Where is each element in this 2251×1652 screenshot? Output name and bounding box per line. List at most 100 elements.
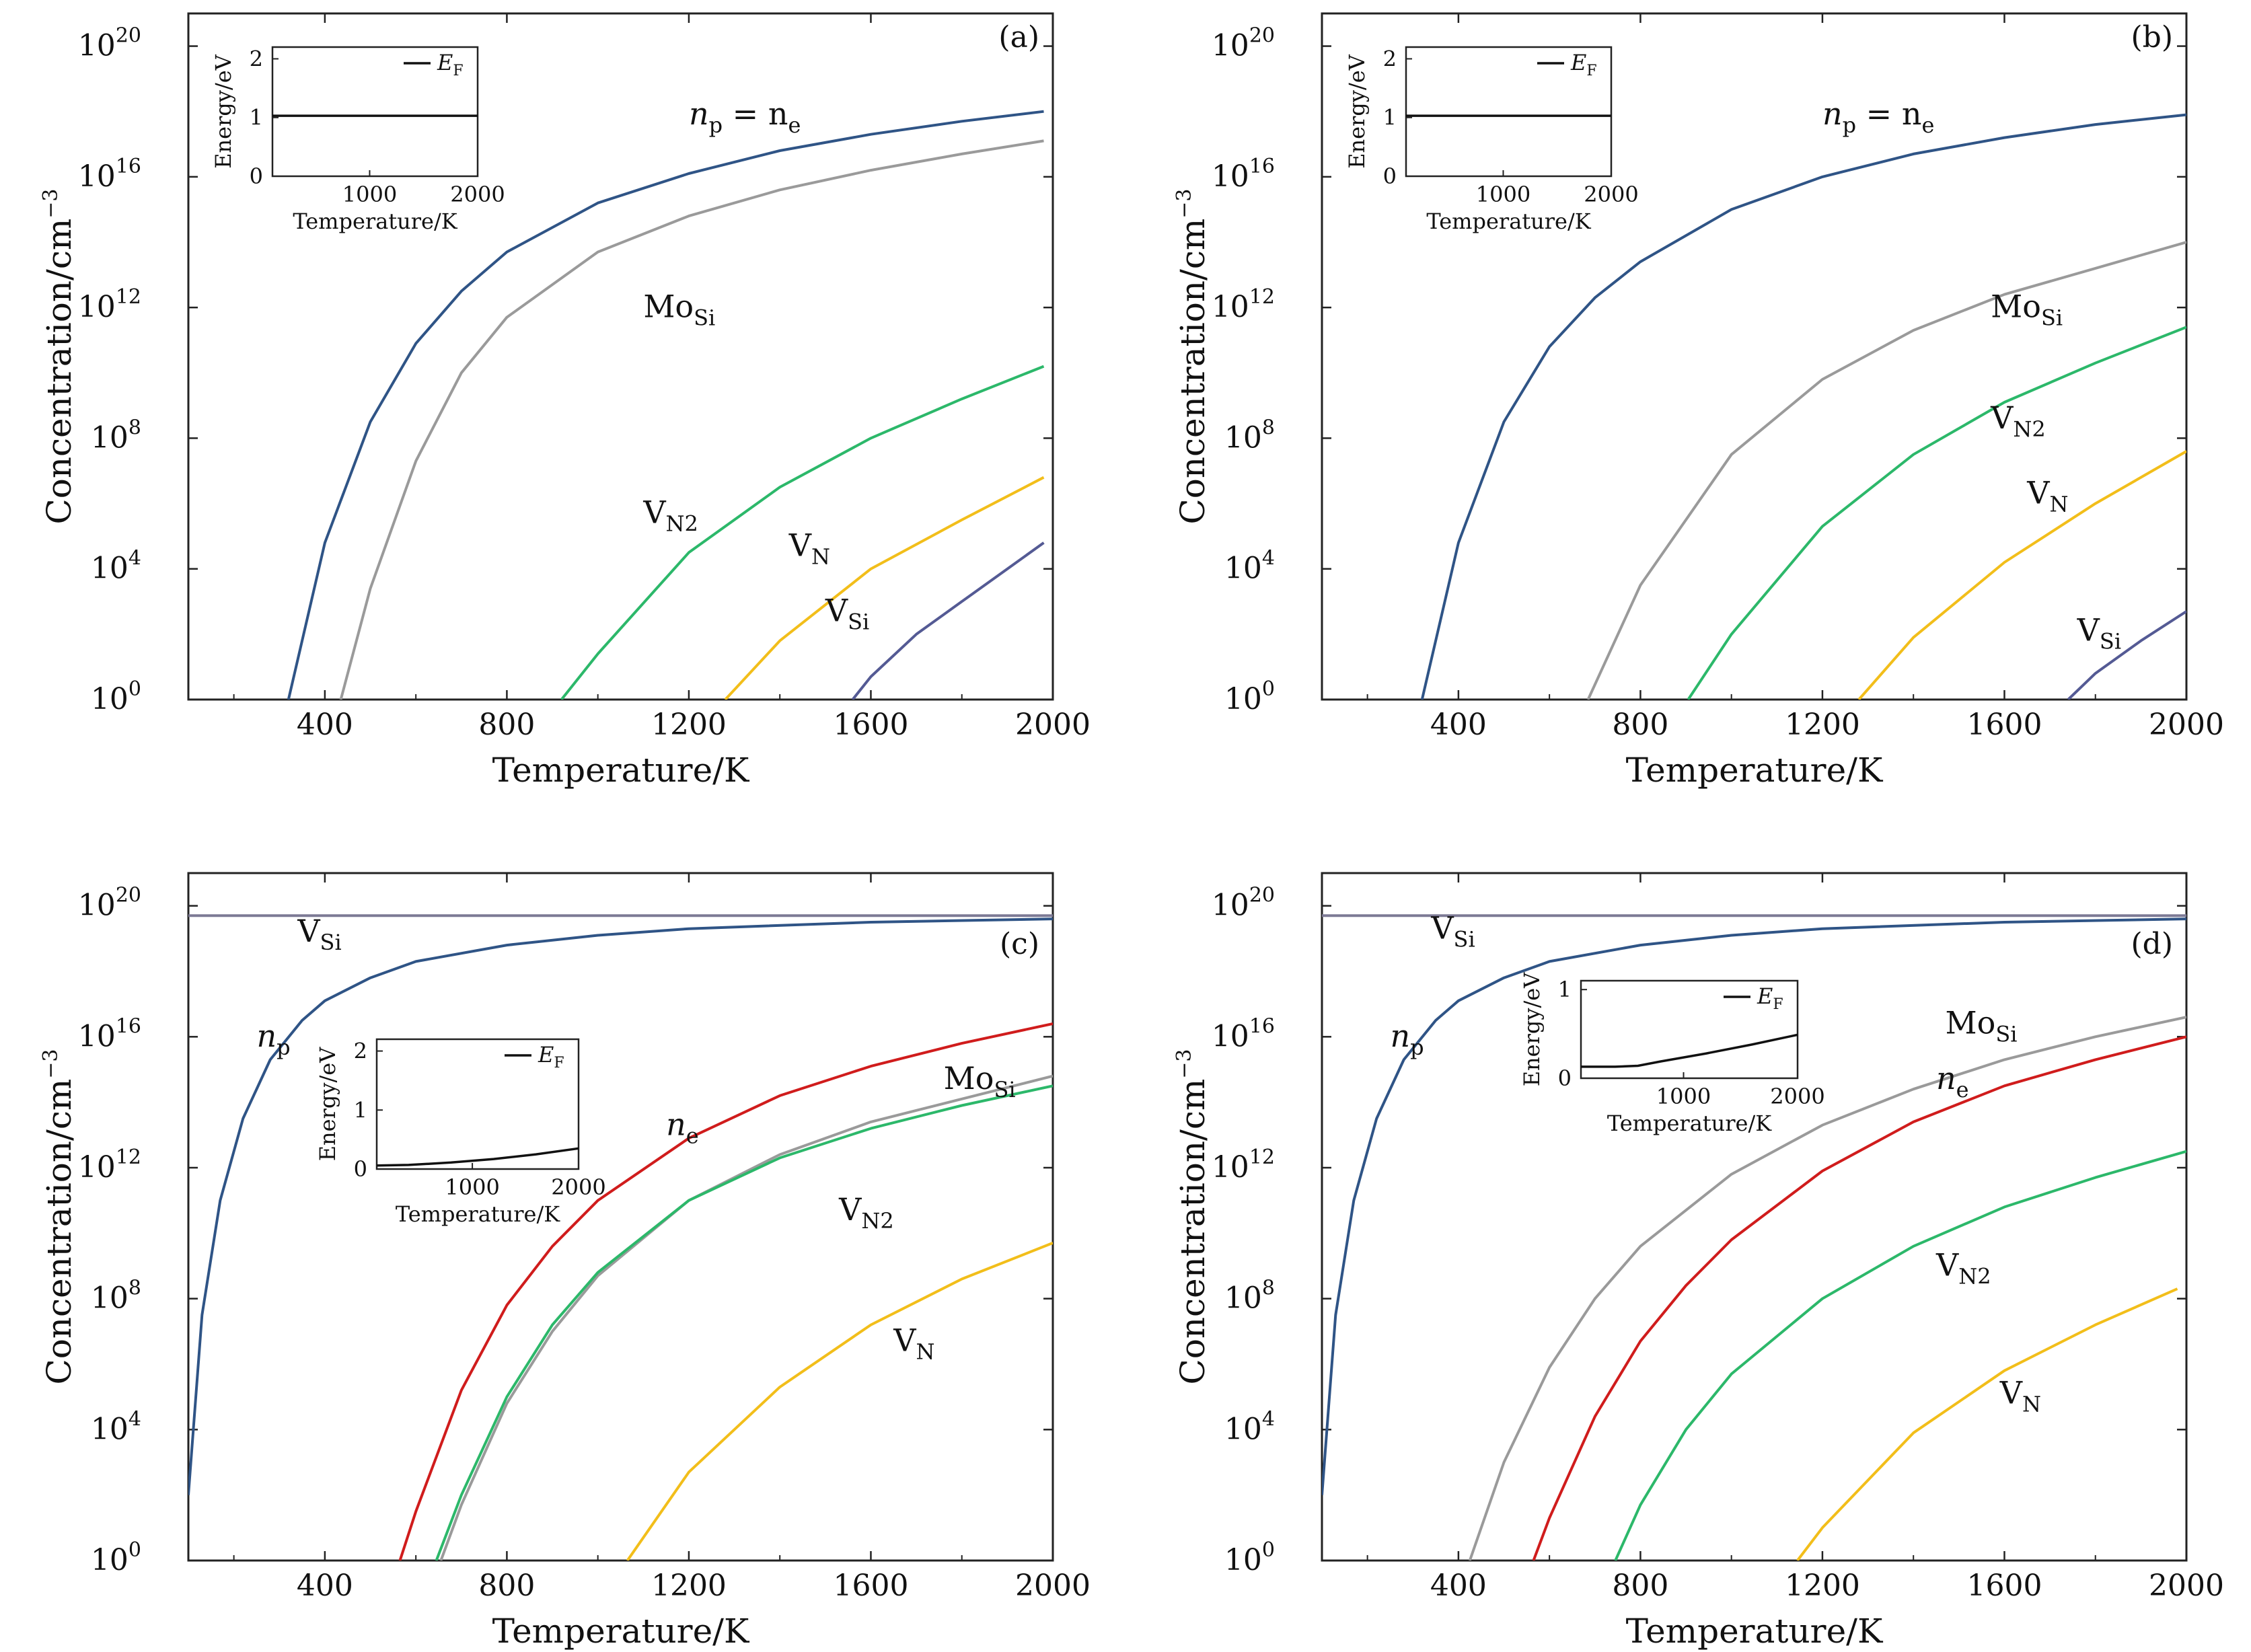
inset-chart: 1000 2000 0 1 Temperature/K Energy/eV EF <box>1519 972 1825 1136</box>
curve-label-main: V <box>2077 612 2100 648</box>
x-tick-label: 800 <box>1612 708 1668 742</box>
inset-chart: 1000 2000 0 1 2 Temperature/K Energy/eV EF <box>315 1039 606 1227</box>
y-tick-exponent: 0 <box>1262 1538 1275 1562</box>
y-tick-label: 1012 <box>1212 285 1275 324</box>
curve-label-subscript: Si <box>994 1077 1015 1102</box>
curve-label-main: Mo <box>1991 289 2041 325</box>
inset-y-tick-label: 1 <box>250 105 263 130</box>
y-axis-label: Concentration/cm−3 <box>1173 1049 1212 1384</box>
inset-legend-main: E <box>1570 50 1586 75</box>
y-tick-exponent: 8 <box>1262 416 1275 439</box>
y-tick-label: 100 <box>91 677 141 716</box>
series-line-v-si <box>2067 610 2186 700</box>
inset-x-tick-label: 1000 <box>342 182 397 207</box>
y-tick-exponent: 20 <box>116 884 141 907</box>
curve-label: np <box>1390 1018 1424 1060</box>
y-axis-unit-exponent: −3 <box>1173 188 1196 218</box>
curve-label-subscript-2: e <box>1921 112 1934 138</box>
x-tick-label: 800 <box>1612 1569 1668 1603</box>
series-line-n-p <box>1322 917 2186 1495</box>
curve-label-subscript: N <box>2022 1391 2041 1417</box>
inset-chart: 1000 2000 0 1 2 Temperature/K Energy/eV EF <box>1344 46 1639 234</box>
curve-label-subscript: Si <box>1454 926 1475 952</box>
curve-label-subscript: Si <box>848 609 869 634</box>
inset-frame <box>1405 46 1613 178</box>
curve-label: ne <box>666 1106 699 1148</box>
y-tick-exponent: 8 <box>1262 1277 1275 1300</box>
x-tick-label: 1200 <box>651 1569 727 1603</box>
x-tick-label: 1600 <box>1966 1569 2042 1603</box>
y-tick-base: 10 <box>91 682 128 716</box>
x-tick-label: 400 <box>1430 708 1487 742</box>
x-tick-label: 400 <box>297 1569 353 1603</box>
y-axis-label-text: Concentration/cm <box>40 1079 79 1385</box>
y-axis-unit-exponent: −3 <box>1173 1049 1196 1078</box>
curve-label: VN2 <box>642 494 698 537</box>
inset-y-tick-label: 0 <box>250 163 263 189</box>
curve-label-main: V <box>642 494 666 531</box>
y-tick-exponent: 12 <box>116 285 141 309</box>
y-tick-exponent: 0 <box>1262 677 1275 701</box>
x-tick-label: 1200 <box>1785 1569 1860 1603</box>
x-tick-label: 800 <box>478 708 535 742</box>
y-tick-label: 100 <box>1224 677 1275 716</box>
inset-x-tick-label: 2000 <box>450 182 505 207</box>
curve-label-subscript: N2 <box>666 511 698 537</box>
curve-label-main-2: = n <box>723 96 788 132</box>
curve-label: np = ne <box>689 96 801 138</box>
x-axis-label: Temperature/K <box>492 1612 750 1651</box>
y-tick-base: 10 <box>1212 159 1249 194</box>
curve-label-subscript: e <box>686 1123 699 1148</box>
curve-label: VSi <box>2077 612 2121 654</box>
y-tick-base: 10 <box>91 420 128 455</box>
inset-x-axis-label: Temperature/K <box>1426 209 1591 234</box>
y-tick-base: 10 <box>78 159 116 194</box>
inset-legend-subscript: F <box>554 1055 564 1072</box>
y-tick-exponent: 16 <box>1249 1014 1275 1038</box>
inset-legend-main: E <box>1757 983 1773 1009</box>
inset-frame <box>1580 979 1799 1080</box>
curve-label: VN <box>2026 475 2068 517</box>
inset-y-axis-label: Energy/eV <box>1344 54 1370 168</box>
plot-frame <box>187 12 1054 701</box>
y-tick-base: 10 <box>1212 1150 1249 1185</box>
inset-legend-main: E <box>538 1042 554 1067</box>
curve-label-subscript: p <box>1843 112 1856 138</box>
x-tick-label: 1600 <box>1966 708 2042 742</box>
x-tick-label: 2000 <box>2149 708 2224 742</box>
curve-label-subscript: N <box>2050 492 2069 517</box>
inset-legend-subscript: F <box>453 63 463 79</box>
curve-label: MoSi <box>643 289 715 331</box>
y-tick-exponent: 20 <box>116 24 141 48</box>
y-tick-exponent: 12 <box>116 1146 141 1169</box>
curve-label: VSi <box>1430 909 1475 952</box>
inset-x-tick-label: 2000 <box>1770 1084 1824 1109</box>
curve-label-main: n <box>689 96 709 132</box>
curve-label: np <box>256 1018 290 1060</box>
curve-label: VN <box>1999 1374 2041 1417</box>
curve-label-main: V <box>838 1191 862 1228</box>
curve-label: ne <box>1936 1060 1969 1102</box>
curve-label-main: n <box>1936 1060 1956 1096</box>
y-tick-exponent: 16 <box>116 1014 141 1038</box>
y-tick-exponent: 4 <box>1262 1407 1275 1431</box>
y-tick-exponent: 12 <box>1249 285 1275 309</box>
y-tick-label: 1016 <box>78 155 141 194</box>
series-group <box>1322 914 2186 1561</box>
inset-frame <box>271 46 479 178</box>
y-tick-label: 104 <box>91 1407 141 1446</box>
curve-label-main: V <box>297 913 320 949</box>
series-line-v-n <box>724 476 1045 700</box>
curve-label-main: V <box>893 1322 916 1359</box>
curve-label-subscript: Si <box>2100 629 2121 654</box>
inset-fermi-level-line <box>376 1147 579 1167</box>
series-line-v-n2 <box>560 365 1045 700</box>
y-tick-label: 1012 <box>1212 1146 1275 1185</box>
y-tick-label: 104 <box>1224 547 1275 586</box>
curve-label-subscript: N <box>916 1339 935 1365</box>
panel-letter: (d) <box>2131 927 2174 961</box>
curve-label: VSi <box>825 592 869 634</box>
curve-label-subscript: e <box>1956 1077 1969 1102</box>
curve-label-main: n <box>1390 1018 1410 1054</box>
